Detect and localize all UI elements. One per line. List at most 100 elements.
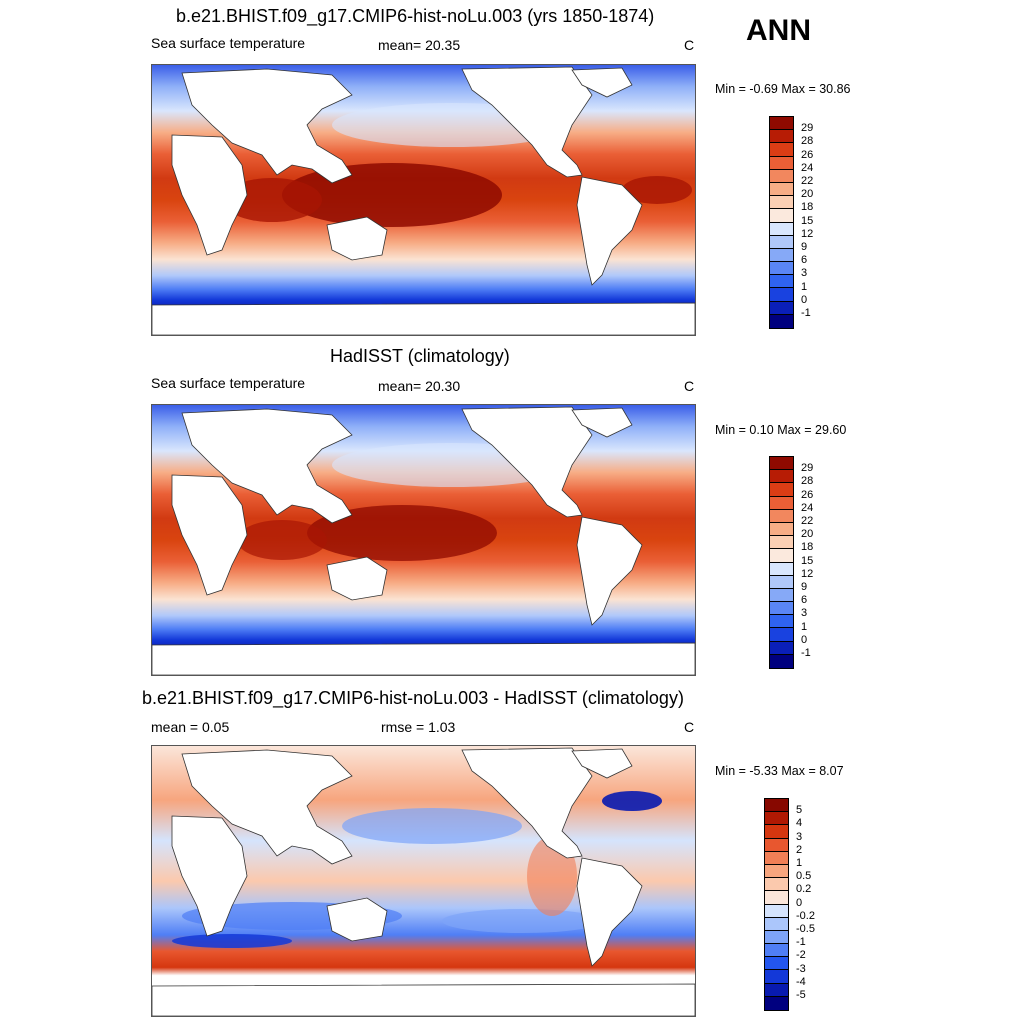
colorbar-level-label: 4 — [796, 817, 803, 830]
colorbar-swatch — [770, 522, 793, 537]
panel-2-mean-label: mean= 20.30 — [378, 378, 461, 394]
colorbar-swatch — [765, 825, 788, 839]
colorbar-swatch — [770, 288, 793, 302]
colorbar-swatch — [770, 562, 793, 576]
south-america-shape — [576, 176, 643, 286]
colorbar-level-label: 1 — [796, 857, 803, 869]
colorbar-swatch — [770, 156, 793, 170]
panel-1-minmax: Min = -0.69 Max = 30.86 — [715, 82, 851, 96]
colorbar-swatch — [770, 588, 793, 603]
panel-2-map — [151, 404, 696, 676]
panel-2-colorbar — [769, 456, 794, 669]
colorbar-level-label: 20 — [801, 188, 814, 201]
colorbar-swatch — [765, 957, 788, 971]
panel-1-unit-label: C — [684, 37, 695, 53]
colorbar-level-label: 24 — [801, 501, 814, 514]
colorbar-swatch — [765, 904, 788, 918]
panel-2-minmax: Min = 0.10 Max = 29.60 — [715, 423, 847, 437]
colorbar-swatch — [765, 983, 788, 997]
colorbar-level-label: -0.2 — [796, 909, 815, 922]
colorbar-level-label: 0.2 — [796, 883, 812, 896]
colorbar-swatch — [770, 654, 793, 668]
colorbar-swatch — [770, 262, 793, 276]
colorbar-level-label: 22 — [801, 515, 814, 527]
colorbar-level-label: 6 — [801, 254, 808, 267]
colorbar-level-label: 20 — [801, 528, 814, 541]
panel-2-title: HadISST (climatology) — [330, 346, 510, 366]
colorbar-level-label: 3 — [796, 830, 803, 843]
colorbar-swatch — [765, 878, 788, 892]
colorbar-swatch — [770, 182, 793, 197]
colorbar-level-label: -1 — [801, 307, 811, 319]
colorbar-level-label: 28 — [801, 475, 814, 488]
colorbar-swatch — [770, 248, 793, 263]
colorbar-level-label: 3 — [801, 607, 808, 620]
colorbar-swatch — [765, 891, 788, 905]
panel-3-minmax: Min = -5.33 Max = 8.07 — [715, 764, 844, 778]
colorbar-level-label: 2 — [796, 843, 803, 856]
panel-3-unit-label: C — [684, 719, 695, 735]
colorbar-swatch — [770, 169, 793, 183]
colorbar-level-label: 29 — [801, 462, 814, 475]
antarctica-shape — [152, 302, 695, 335]
colorbar-level-label: -3 — [796, 962, 806, 975]
colorbar-swatch — [770, 641, 793, 655]
colorbar-swatch — [770, 143, 793, 157]
eurasia-shape — [181, 68, 353, 184]
panel-3-mean-label: mean = 0.05 — [151, 719, 230, 735]
colorbar-swatch — [770, 496, 793, 510]
colorbar-swatch — [770, 483, 793, 497]
season-label: ANN — [746, 14, 811, 47]
colorbar-swatch — [770, 196, 793, 210]
colorbar-level-label: 18 — [801, 201, 814, 214]
colorbar-swatch — [770, 275, 793, 289]
colorbar-level-label: 29 — [801, 122, 814, 135]
colorbar-swatch — [770, 301, 793, 315]
warm-pool — [307, 505, 497, 561]
colorbar-level-label: 0.5 — [796, 870, 812, 883]
colorbar-level-label: 15 — [801, 214, 814, 227]
colorbar-level-label: 1 — [801, 620, 808, 633]
panel-1-variable-label: Sea surface temperature — [151, 35, 306, 51]
colorbar-swatch — [765, 996, 788, 1010]
colorbar-swatch — [765, 812, 788, 826]
colorbar-swatch — [765, 930, 788, 945]
colorbar-swatch — [765, 970, 788, 984]
colorbar-level-label: 28 — [801, 135, 814, 148]
panel-2-variable-label: Sea surface temperature — [151, 375, 306, 391]
colorbar-level-label: -1 — [796, 936, 806, 949]
colorbar-level-label: 26 — [801, 148, 814, 161]
panel-2-unit-label: C — [684, 378, 695, 394]
colorbar-swatch — [770, 235, 793, 249]
colorbar-swatch — [770, 549, 793, 563]
colorbar-level-label: 6 — [801, 594, 808, 607]
colorbar-swatch — [765, 944, 788, 958]
colorbar-swatch — [770, 117, 793, 131]
colorbar-swatch — [765, 838, 788, 852]
colorbar-level-label: 12 — [801, 567, 814, 580]
panel-3-map — [151, 745, 696, 1017]
colorbar-level-label: 12 — [801, 227, 814, 240]
colorbar-swatch — [765, 851, 788, 865]
colorbar-swatch — [770, 209, 793, 223]
continents — [152, 747, 695, 1016]
colorbar-swatch — [770, 457, 793, 471]
colorbar-level-label: 9 — [801, 241, 808, 253]
colorbar-level-label: 0 — [801, 293, 808, 306]
colorbar-level-label: -4 — [796, 975, 806, 988]
colorbar-swatch — [770, 314, 793, 328]
panel-1-map — [151, 64, 696, 336]
panel-3-colorbar — [764, 798, 789, 1011]
colorbar-swatch — [770, 130, 793, 144]
panel-3-title: b.e21.BHIST.f09_g17.CMIP6-hist-noLu.003 … — [142, 688, 684, 708]
north-america-shape — [461, 66, 593, 178]
continents — [152, 406, 695, 675]
colorbar-level-label: 15 — [801, 554, 814, 567]
colorbar-swatch — [770, 615, 793, 629]
africa-shape — [171, 134, 248, 256]
colorbar-swatch — [770, 470, 793, 484]
colorbar-swatch — [765, 917, 788, 931]
colorbar-level-label: 18 — [801, 541, 814, 554]
panel-1-title: b.e21.BHIST.f09_g17.CMIP6-hist-noLu.003 … — [176, 6, 655, 26]
colorbar-level-label: 3 — [801, 267, 808, 280]
